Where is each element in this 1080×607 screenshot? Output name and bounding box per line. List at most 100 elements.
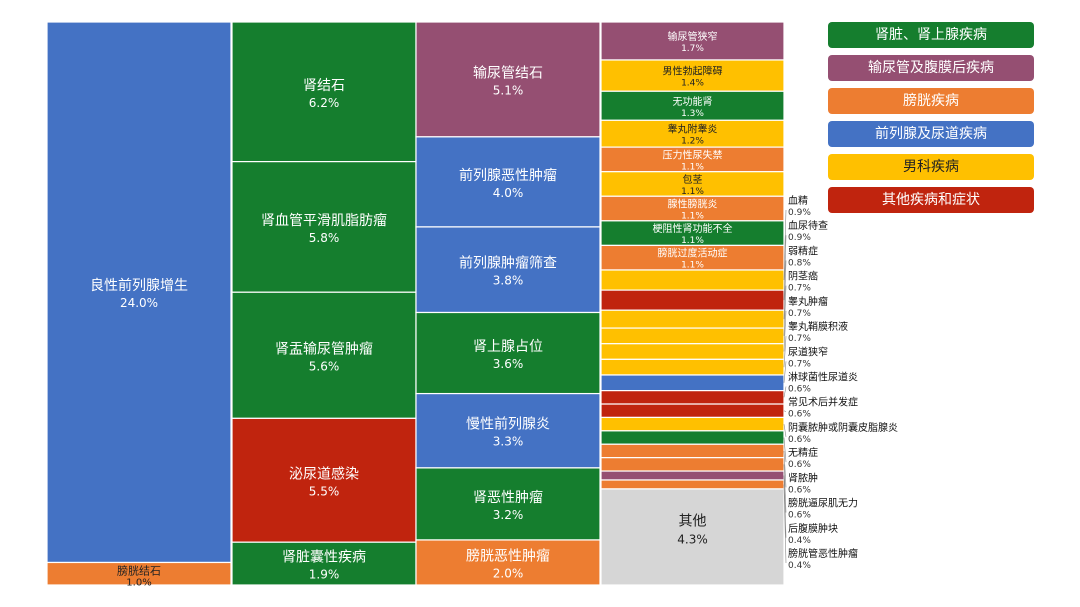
external-label: 血尿待查: [788, 219, 828, 232]
cell-value-label: 3.3%: [493, 435, 524, 449]
leader-line: [783, 209, 787, 281]
treemap-cell-rect: [415, 226, 601, 314]
treemap-cell-rect: [415, 467, 601, 541]
external-value-label: 0.6%: [788, 410, 811, 420]
cell-value-label: 3.8%: [493, 274, 524, 288]
cell-value-label: 1.1%: [681, 261, 704, 271]
treemap-cell: 膀胱恶性肿瘤 2.0%: [415, 539, 601, 586]
legend-item-male: 男科疾病: [828, 154, 1034, 180]
external-value-label: 0.6%: [788, 511, 811, 521]
treemap-cell: [600, 457, 785, 472]
cell-value-label: 1.2%: [681, 137, 704, 147]
cell-label: 肾上腺占位: [473, 339, 543, 355]
cell-label: 慢性前列腺炎: [466, 416, 550, 433]
external-value-label: 0.8%: [788, 258, 811, 268]
treemap-cell: 肾上腺占位 3.6%: [415, 311, 601, 395]
treemap-cell-rect: [600, 327, 785, 345]
treemap-cell-rect: [46, 21, 232, 564]
cell-label: 包茎: [683, 173, 703, 186]
treemap-cell-rect: [600, 195, 785, 222]
treemap-cell-rect: [415, 392, 601, 469]
treemap-cell-rect: [415, 21, 601, 138]
treemap-cell: 肾脏囊性疾病 1.9%: [231, 541, 417, 586]
external-label: 膀胱管恶性肿瘤: [788, 547, 858, 560]
treemap-cell-rect: [600, 269, 785, 291]
external-value-label: 0.7%: [788, 284, 811, 294]
leader-line: [783, 386, 787, 398]
cell-label: 肾脏囊性疾病: [282, 549, 366, 566]
treemap-cell-rect: [600, 374, 785, 392]
treemap-cell: [600, 470, 785, 481]
external-value-label: 0.9%: [788, 208, 811, 218]
external-value-label: 0.7%: [788, 309, 811, 319]
treemap-cell-rect: [231, 291, 417, 419]
external-value-label: 0.6%: [788, 460, 811, 470]
external-label: 血精: [788, 194, 808, 207]
cell-value-label: 1.4%: [681, 79, 704, 89]
treemap-cell-rect: [600, 403, 785, 419]
treemap-cell-rect: [231, 21, 417, 163]
cell-label: 压力性尿失禁: [663, 148, 723, 161]
cell-value-label: 5.8%: [309, 231, 340, 245]
treemap-cell: 良性前列腺增生 24.0%: [46, 21, 232, 564]
cell-label: 其他: [679, 513, 707, 529]
cell-value-label: 4.3%: [677, 532, 708, 546]
treemap-cell-rect: [600, 309, 785, 329]
treemap-cell: 肾恶性肿瘤 3.2%: [415, 467, 601, 541]
external-label: 常见术后并发症: [788, 396, 858, 409]
cell-label: 输尿管结石: [473, 65, 543, 81]
treemap-cell-rect: [600, 244, 785, 271]
cell-label: 膀胱过度活动症: [658, 247, 728, 260]
treemap-cell-rect: [415, 311, 601, 395]
legend-item-kidney: 肾脏、肾上腺疾病: [828, 22, 1034, 48]
treemap-cell: 输尿管结石 5.1%: [415, 21, 601, 138]
treemap-cell-rect: [600, 390, 785, 405]
cell-label: 前列腺肿瘤筛查: [459, 255, 557, 272]
external-value-label: 0.6%: [788, 485, 811, 495]
treemap-cell: [600, 358, 785, 376]
treemap-cell-rect: [600, 358, 785, 376]
treemap-cell: [600, 479, 785, 490]
external-label: 阴囊脓肿或阴囊皮脂腺炎: [788, 421, 898, 434]
treemap-cell: [600, 289, 785, 311]
treemap-cell: 前列腺恶性肿瘤 4.0%: [415, 136, 601, 228]
treemap-cell-rect: [600, 443, 785, 459]
external-label: 睾丸肿瘤: [788, 295, 828, 308]
cell-value-label: 6.2%: [309, 96, 340, 110]
external-label: 阴茎癌: [788, 270, 818, 283]
treemap-cell-rect: [600, 457, 785, 472]
cell-value-label: 4.0%: [493, 186, 524, 200]
cell-value-label: 3.6%: [493, 357, 524, 371]
treemap-cell: [600, 403, 785, 419]
cell-value-label: 1.1%: [681, 162, 704, 172]
external-value-label: 0.6%: [788, 385, 811, 395]
cell-label: 膀胱结石: [117, 564, 161, 578]
treemap-cell-rect: [600, 488, 785, 586]
treemap-cell: [600, 416, 785, 432]
external-value-label: 0.4%: [788, 536, 811, 546]
leader-line: [783, 424, 787, 437]
treemap-cell: [600, 269, 785, 291]
treemap-cell-rect: [600, 343, 785, 360]
external-value-label: 0.7%: [788, 359, 811, 369]
cell-label: 良性前列腺增生: [90, 277, 188, 294]
external-label: 膀胱逼尿肌无力: [788, 497, 858, 510]
cell-label: 睾丸附睾炎: [668, 123, 718, 136]
leader-line: [783, 310, 787, 352]
cell-label: 肾盂输尿管肿瘤: [275, 340, 373, 357]
cell-value-label: 1.1%: [681, 187, 704, 197]
leader-line: [783, 464, 787, 513]
external-label: 尿道狭窄: [788, 345, 828, 358]
external-label: 肾脓肿: [788, 471, 818, 484]
leader-line: [783, 336, 787, 368]
external-label: 后腹膜肿块: [788, 522, 838, 535]
external-value-label: 0.4%: [788, 561, 811, 571]
legend-item-prostate: 前列腺及尿道疾病: [828, 121, 1034, 147]
leader-line: [783, 260, 787, 320]
